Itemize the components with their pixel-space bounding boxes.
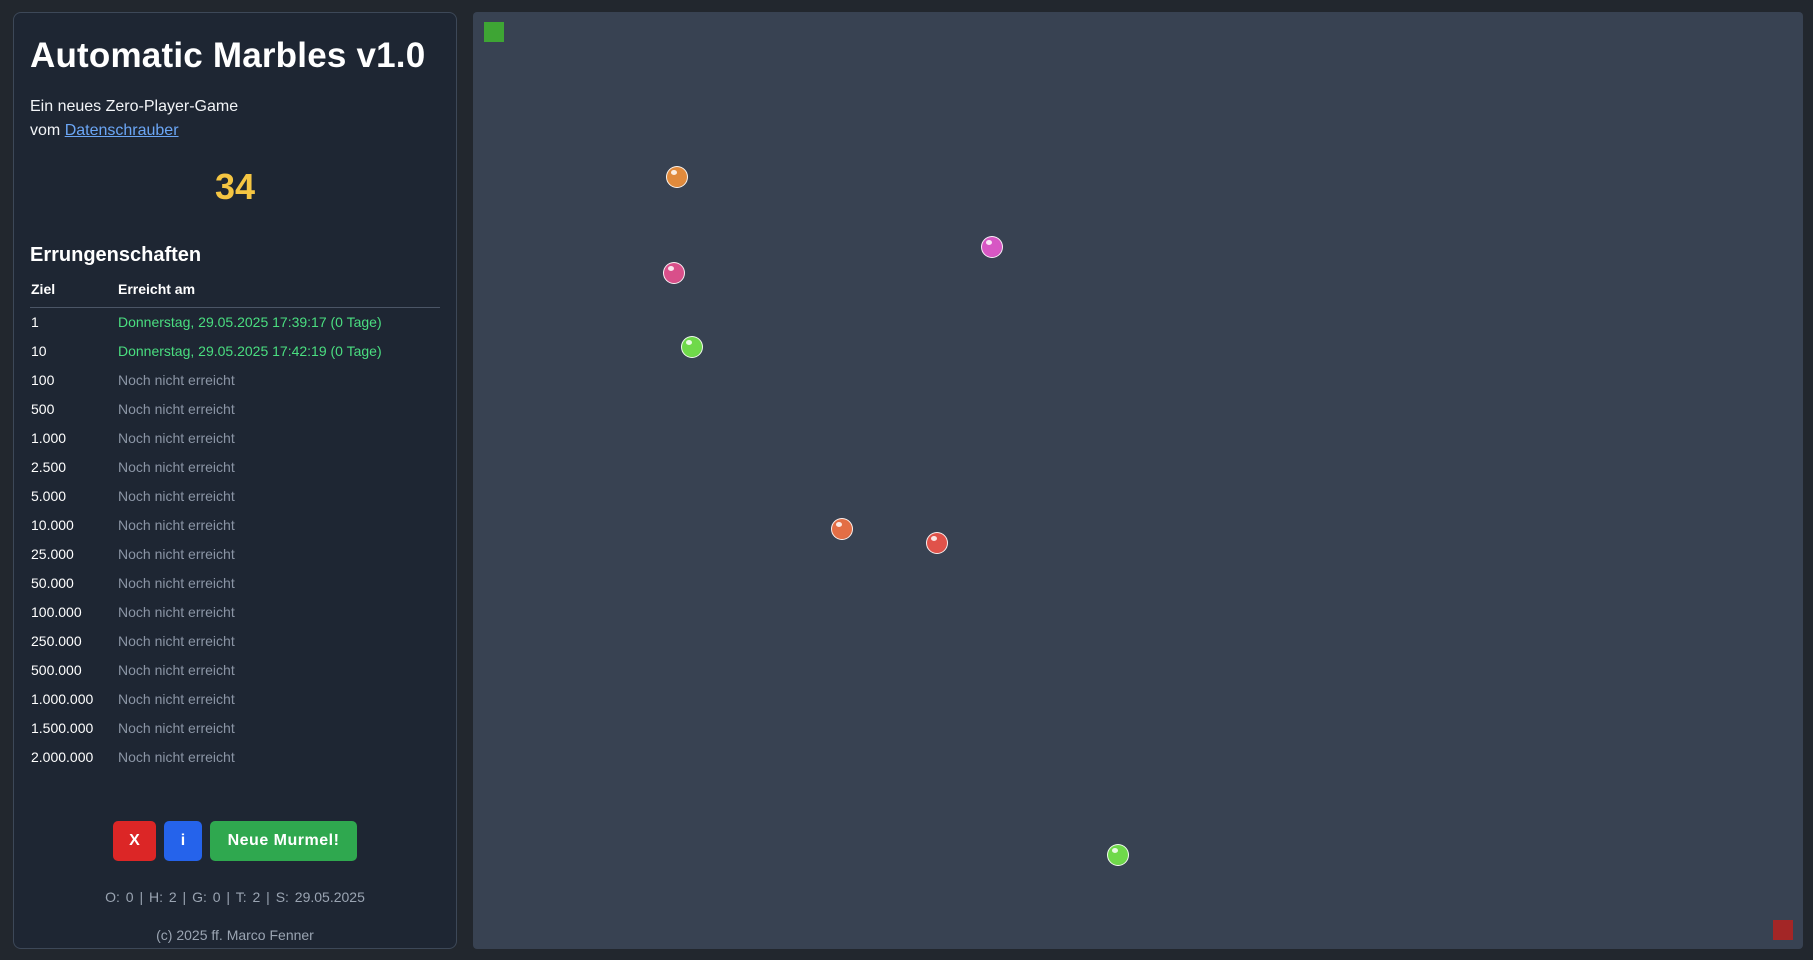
reached-cell: Noch nicht erreicht: [118, 545, 235, 562]
reached-cell: Noch nicht erreicht: [118, 574, 235, 591]
goal-cell: 2.500: [31, 458, 67, 475]
goal-cell: 1.500.000: [31, 719, 94, 736]
achievements-body: 1 Donnerstag, 29.05.2025 17:39:17 (0 Tage…: [30, 307, 440, 772]
table-header-row: Ziel Erreicht am: [30, 281, 440, 308]
reached-cell: Noch nicht erreicht: [118, 603, 235, 620]
reached-cell: Noch nicht erreicht: [118, 690, 235, 707]
reached-cell: Noch nicht erreicht: [118, 487, 235, 504]
marble: [981, 236, 1003, 258]
table-row: 500.000 Noch nicht erreicht: [30, 656, 440, 685]
author-prefix: vom: [30, 122, 61, 139]
achievements-heading: Errungenschaften: [30, 244, 202, 266]
marble: [831, 518, 853, 540]
marble: [681, 336, 703, 358]
table-row: 25.000 Noch nicht erreicht: [30, 540, 440, 569]
marble: [926, 532, 948, 554]
app-subtitle: Ein neues Zero-Player-Game vom Datenschr…: [30, 95, 440, 143]
table-row: 2.500 Noch nicht erreicht: [30, 453, 440, 482]
reset-button[interactable]: X: [113, 821, 156, 861]
copyright-text: (c) 2025 ff. Marco Fenner: [156, 927, 314, 943]
reached-cell: Noch nicht erreicht: [118, 371, 235, 388]
subtitle-line: Ein neues Zero-Player-Game: [30, 98, 239, 115]
reached-cell: Donnerstag, 29.05.2025 17:42:19 (0 Tage): [118, 342, 382, 359]
table-row: 50.000 Noch nicht erreicht: [30, 569, 440, 598]
reached-cell: Noch nicht erreicht: [118, 632, 235, 649]
start-marker[interactable]: [484, 22, 504, 42]
marble: [663, 262, 685, 284]
table-row: 500 Noch nicht erreicht: [30, 395, 440, 424]
goal-cell: 2.000.000: [31, 748, 94, 765]
table-row: 10.000 Noch nicht erreicht: [30, 511, 440, 540]
goal-cell: 250.000: [31, 632, 82, 649]
reached-cell: Noch nicht erreicht: [118, 458, 235, 475]
reached-cell: Noch nicht erreicht: [118, 400, 235, 417]
reached-cell: Noch nicht erreicht: [118, 516, 235, 533]
table-row: 1.000.000 Noch nicht erreicht: [30, 685, 440, 714]
author-line: vom Datenschrauber: [30, 119, 440, 143]
app-title: Automatic Marbles v1.0: [30, 36, 426, 75]
goal-cell: 500: [31, 400, 55, 417]
table-row: 1.000 Noch nicht erreicht: [30, 424, 440, 453]
goal-cell: 100: [31, 371, 55, 388]
reached-cell: Noch nicht erreicht: [118, 661, 235, 678]
goal-cell: 1: [31, 313, 39, 330]
column-header-reached: Erreicht am: [117, 281, 440, 308]
goal-cell: 1.000: [31, 429, 67, 446]
reached-cell: Noch nicht erreicht: [118, 719, 235, 736]
goal-cell: 25.000: [31, 545, 74, 562]
table-row: 10 Donnerstag, 29.05.2025 17:42:19 (0 Tag…: [30, 337, 440, 366]
status-line: O: 0 | H: 2 | G: 0 | T: 2 | S: 29.05.202…: [105, 889, 365, 905]
author-link[interactable]: Datenschrauber: [64, 122, 179, 139]
goal-cell: 5.000: [31, 487, 67, 504]
new-marble-button[interactable]: Neue Murmel!: [210, 821, 357, 861]
marble-playfield[interactable]: [473, 12, 1803, 949]
info-button[interactable]: i: [164, 821, 202, 861]
reached-cell: Noch nicht erreicht: [118, 429, 235, 446]
marble-counter: 34: [214, 166, 256, 207]
goal-cell: 500.000: [31, 661, 82, 678]
table-row: 100 Noch nicht erreicht: [30, 366, 440, 395]
goal-cell: 10.000: [31, 516, 74, 533]
control-buttons: X i Neue Murmel!: [14, 821, 456, 861]
table-row: 1.500.000 Noch nicht erreicht: [30, 714, 440, 743]
achievements-table: Ziel Erreicht am 1 Donnerstag, 29.05.2025…: [30, 281, 440, 772]
marble: [1107, 844, 1129, 866]
goal-cell: 10: [31, 342, 47, 359]
reached-cell: Noch nicht erreicht: [118, 748, 235, 765]
table-row: 2.000.000 Noch nicht erreicht: [30, 743, 440, 772]
goal-cell: 1.000.000: [31, 690, 94, 707]
table-row: 250.000 Noch nicht erreicht: [30, 627, 440, 656]
reached-cell: Donnerstag, 29.05.2025 17:39:17 (0 Tage): [118, 313, 382, 330]
end-marker[interactable]: [1773, 920, 1793, 940]
table-row: 5.000 Noch nicht erreicht: [30, 482, 440, 511]
marble: [666, 166, 688, 188]
sidebar-panel: Automatic Marbles v1.0 Ein neues Zero-Pl…: [13, 12, 457, 949]
column-header-goal: Ziel: [30, 281, 117, 308]
table-row: 1 Donnerstag, 29.05.2025 17:39:17 (0 Tage…: [30, 307, 440, 337]
goal-cell: 100.000: [31, 603, 82, 620]
table-row: 100.000 Noch nicht erreicht: [30, 598, 440, 627]
goal-cell: 50.000: [31, 574, 74, 591]
